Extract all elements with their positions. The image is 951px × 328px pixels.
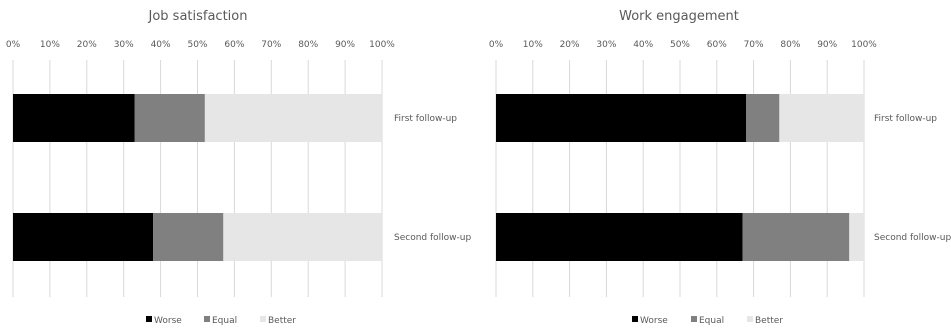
x-tick-label: 10% xyxy=(523,40,543,50)
legend-label-equal: Equal xyxy=(699,316,724,326)
legend: Worse Equal Better xyxy=(146,316,296,326)
legend-label-worse: Worse xyxy=(154,316,182,326)
job-satisfaction-chart: Job satisfaction 0% 10% 20% 30% 40% 50% 60% 70% 8… xyxy=(0,0,475,328)
x-tick-label: 90% xyxy=(817,40,837,50)
x-tick-label: 0% xyxy=(489,40,504,50)
bar-equal-2 xyxy=(742,213,850,261)
legend: Worse Equal Better xyxy=(632,316,783,326)
bar-equal-1 xyxy=(134,94,205,142)
x-tick-label: 100% xyxy=(369,40,395,50)
work-engagement-chart: Work engagement 0% 10% 20% 30% 40% 50% 60% 70% 80… xyxy=(480,0,951,328)
bar-worse-1 xyxy=(496,94,747,142)
legend-label-better: Better xyxy=(268,316,296,326)
x-tick-label: 50% xyxy=(187,40,207,50)
legend-swatch-better xyxy=(260,316,266,322)
category-label: First follow-up xyxy=(394,114,457,124)
bar-worse-2 xyxy=(496,213,743,261)
x-tick-label: 0% xyxy=(6,40,21,50)
work-engagement-svg: Work engagement 0% 10% 20% 30% 40% 50% 60% 70% 80… xyxy=(489,9,951,326)
x-tick-label: 100% xyxy=(851,40,877,50)
x-tick-label: 30% xyxy=(114,40,134,50)
x-tick-label: 20% xyxy=(560,40,580,50)
x-tick-label: 20% xyxy=(77,40,97,50)
bar-worse-2 xyxy=(13,213,154,261)
legend-label-better: Better xyxy=(755,316,783,326)
x-tick-label: 80% xyxy=(298,40,318,50)
legend-swatch-equal xyxy=(204,316,210,322)
chart-title: Work engagement xyxy=(619,9,739,24)
bar-better-1 xyxy=(779,94,864,142)
x-tick-label: 50% xyxy=(670,40,690,50)
x-tick-label: 60% xyxy=(224,40,244,50)
x-tick-label: 90% xyxy=(335,40,355,50)
x-tick-label: 30% xyxy=(596,40,616,50)
x-tick-label: 70% xyxy=(744,40,764,50)
bar-better-1 xyxy=(204,94,382,142)
job-satisfaction-svg: Job satisfaction 0% 10% 20% 30% 40% 50% 60% 70% 8… xyxy=(6,9,472,326)
bar-better-2 xyxy=(849,213,864,261)
legend-label-worse: Worse xyxy=(640,316,668,326)
x-tick-label: 60% xyxy=(707,40,727,50)
x-tick-label: 40% xyxy=(633,40,653,50)
x-tick-label: 80% xyxy=(780,40,800,50)
category-label: Second follow-up xyxy=(874,233,951,243)
legend-swatch-better xyxy=(747,316,753,322)
bar-better-2 xyxy=(223,213,382,261)
category-label: First follow-up xyxy=(874,114,937,124)
x-tick-label: 70% xyxy=(261,40,281,50)
bar-equal-1 xyxy=(746,94,780,142)
legend-swatch-equal xyxy=(691,316,697,322)
bar-worse-1 xyxy=(13,94,135,142)
legend-label-equal: Equal xyxy=(212,316,237,326)
x-tick-label: 40% xyxy=(151,40,171,50)
bar-equal-2 xyxy=(153,213,224,261)
chart-title: Job satisfaction xyxy=(148,9,248,24)
category-label: Second follow-up xyxy=(394,233,471,243)
x-tick-label: 10% xyxy=(40,40,60,50)
legend-swatch-worse xyxy=(146,316,152,322)
legend-swatch-worse xyxy=(632,316,638,322)
